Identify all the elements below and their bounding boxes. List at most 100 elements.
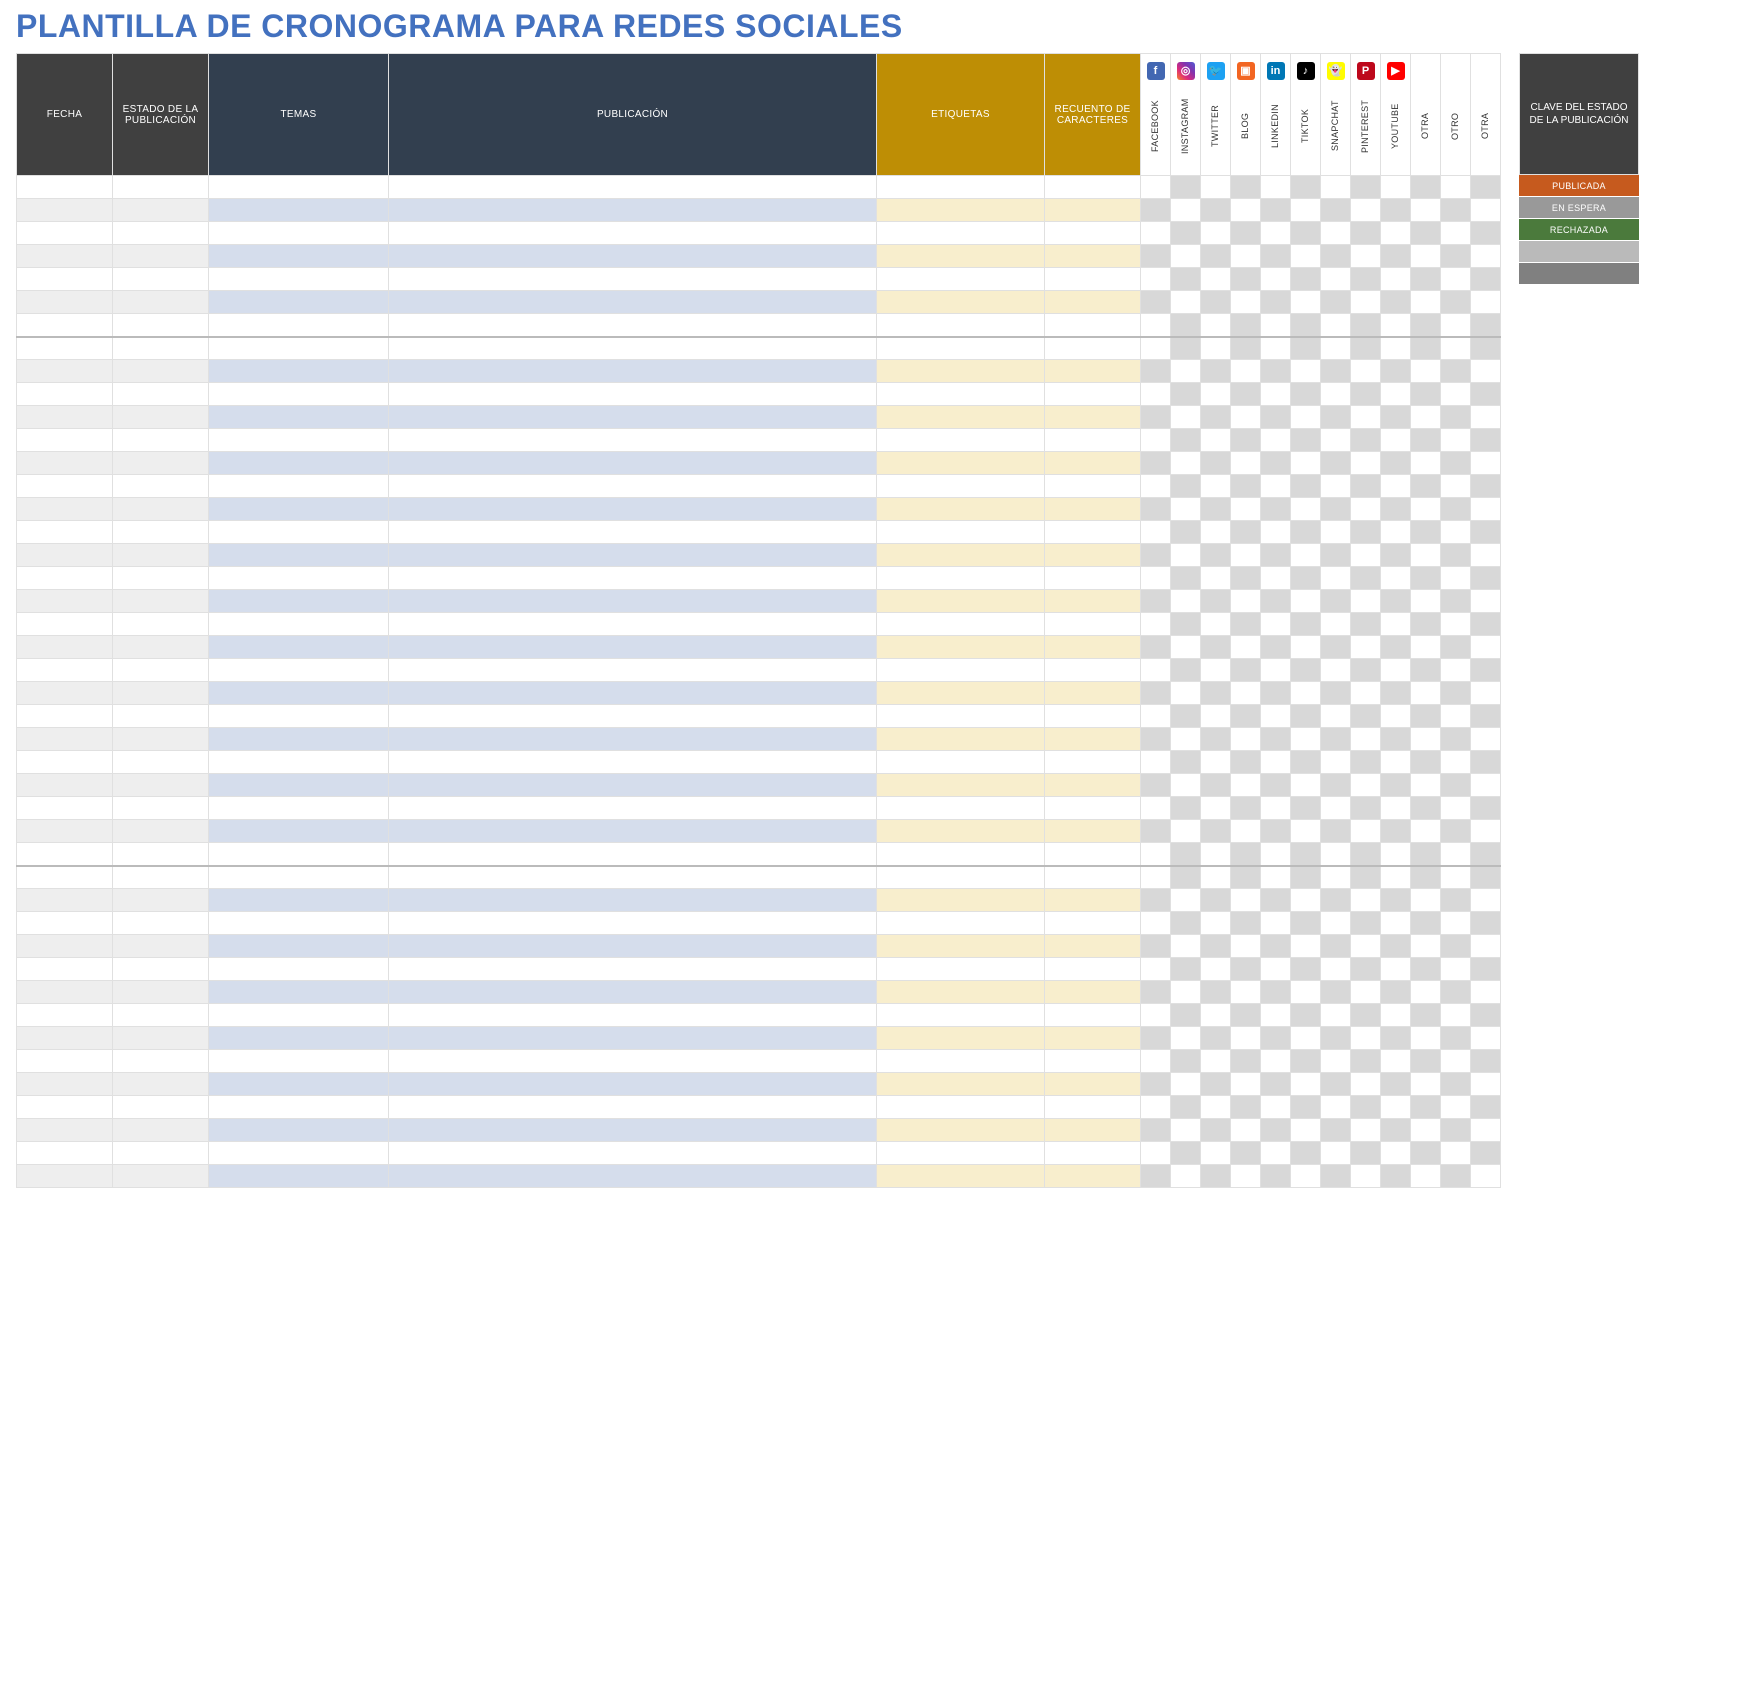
cell-platform[interactable] [1141,1050,1171,1073]
cell-platform[interactable] [1291,751,1321,774]
table-row[interactable] [17,1096,1501,1119]
cell-platform[interactable] [1411,1050,1441,1073]
cell-fecha[interactable] [17,751,113,774]
cell-platform[interactable] [1231,429,1261,452]
cell-platform[interactable] [1381,199,1411,222]
cell-platform[interactable] [1471,475,1501,498]
cell-etiquetas[interactable] [877,751,1045,774]
cell-platform[interactable] [1411,774,1441,797]
cell-temas[interactable] [209,797,389,820]
cell-platform[interactable] [1441,291,1471,314]
cell-platform[interactable] [1381,1050,1411,1073]
cell-platform[interactable] [1141,935,1171,958]
cell-platform[interactable] [1441,383,1471,406]
cell-platform[interactable] [1321,935,1351,958]
cell-fecha[interactable] [17,797,113,820]
cell-platform[interactable] [1471,590,1501,613]
cell-etiquetas[interactable] [877,958,1045,981]
cell-platform[interactable] [1261,291,1291,314]
cell-temas[interactable] [209,1073,389,1096]
cell-platform[interactable] [1141,1096,1171,1119]
table-row[interactable] [17,268,1501,291]
cell-fecha[interactable] [17,728,113,751]
cell-platform[interactable] [1261,429,1291,452]
cell-platform[interactable] [1291,1165,1321,1188]
cell-platform[interactable] [1261,1027,1291,1050]
cell-platform[interactable] [1201,245,1231,268]
cell-platform[interactable] [1171,912,1201,935]
cell-platform[interactable] [1231,498,1261,521]
cell-platform[interactable] [1441,406,1471,429]
cell-platform[interactable] [1261,383,1291,406]
cell-recuento[interactable] [1045,1027,1141,1050]
cell-publicacion[interactable] [389,475,877,498]
cell-platform[interactable] [1171,820,1201,843]
cell-platform[interactable] [1141,176,1171,199]
cell-temas[interactable] [209,452,389,475]
cell-platform[interactable] [1381,314,1411,337]
cell-estado[interactable] [113,475,209,498]
cell-etiquetas[interactable] [877,659,1045,682]
cell-platform[interactable] [1441,567,1471,590]
cell-platform[interactable] [1351,199,1381,222]
cell-estado[interactable] [113,774,209,797]
cell-platform[interactable] [1351,429,1381,452]
cell-platform[interactable] [1411,498,1441,521]
table-row[interactable] [17,751,1501,774]
cell-platform[interactable] [1291,360,1321,383]
cell-platform[interactable] [1381,843,1411,866]
table-row[interactable] [17,222,1501,245]
cell-platform[interactable] [1261,981,1291,1004]
cell-publicacion[interactable] [389,751,877,774]
cell-platform[interactable] [1471,406,1501,429]
cell-estado[interactable] [113,452,209,475]
cell-etiquetas[interactable] [877,475,1045,498]
cell-recuento[interactable] [1045,705,1141,728]
cell-estado[interactable] [113,682,209,705]
cell-platform[interactable] [1261,1050,1291,1073]
cell-platform[interactable] [1291,176,1321,199]
table-row[interactable] [17,912,1501,935]
cell-etiquetas[interactable] [877,682,1045,705]
cell-estado[interactable] [113,659,209,682]
cell-publicacion[interactable] [389,636,877,659]
cell-recuento[interactable] [1045,1142,1141,1165]
cell-platform[interactable] [1471,981,1501,1004]
cell-estado[interactable] [113,958,209,981]
cell-platform[interactable] [1411,728,1441,751]
cell-publicacion[interactable] [389,866,877,889]
cell-platform[interactable] [1171,199,1201,222]
cell-platform[interactable] [1381,935,1411,958]
cell-platform[interactable] [1441,935,1471,958]
cell-platform[interactable] [1171,245,1201,268]
table-row[interactable] [17,1027,1501,1050]
cell-platform[interactable] [1471,843,1501,866]
cell-platform[interactable] [1381,383,1411,406]
cell-platform[interactable] [1321,774,1351,797]
cell-platform[interactable] [1381,728,1411,751]
cell-platform[interactable] [1321,866,1351,889]
cell-fecha[interactable] [17,567,113,590]
cell-estado[interactable] [113,1142,209,1165]
cell-platform[interactable] [1321,797,1351,820]
cell-platform[interactable] [1231,337,1261,360]
cell-etiquetas[interactable] [877,774,1045,797]
cell-temas[interactable] [209,958,389,981]
cell-platform[interactable] [1201,981,1231,1004]
cell-fecha[interactable] [17,590,113,613]
cell-platform[interactable] [1231,935,1261,958]
cell-fecha[interactable] [17,981,113,1004]
cell-estado[interactable] [113,383,209,406]
table-row[interactable] [17,406,1501,429]
cell-etiquetas[interactable] [877,1096,1045,1119]
cell-temas[interactable] [209,774,389,797]
cell-platform[interactable] [1261,797,1291,820]
cell-platform[interactable] [1381,567,1411,590]
cell-recuento[interactable] [1045,1165,1141,1188]
cell-recuento[interactable] [1045,682,1141,705]
cell-platform[interactable] [1381,1073,1411,1096]
table-row[interactable] [17,383,1501,406]
cell-platform[interactable] [1321,199,1351,222]
cell-platform[interactable] [1261,360,1291,383]
cell-platform[interactable] [1321,958,1351,981]
